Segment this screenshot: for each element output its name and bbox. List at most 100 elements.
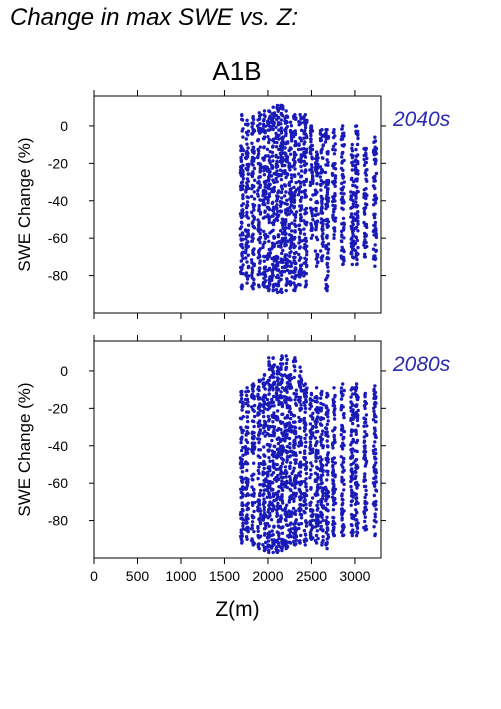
data-point bbox=[265, 205, 270, 209]
data-point bbox=[271, 420, 275, 424]
plot-frame bbox=[93, 95, 382, 314]
data-point bbox=[332, 128, 336, 132]
data-point bbox=[372, 406, 376, 410]
data-point bbox=[309, 168, 313, 172]
data-point bbox=[257, 186, 261, 190]
data-point bbox=[252, 446, 257, 450]
data-point bbox=[258, 170, 262, 174]
y-tick-label: -20 bbox=[48, 400, 68, 416]
data-point bbox=[331, 401, 336, 405]
data-point bbox=[372, 465, 376, 469]
data-point bbox=[297, 270, 301, 274]
data-point bbox=[362, 456, 366, 460]
data-point bbox=[363, 391, 367, 396]
data-point bbox=[325, 217, 330, 222]
data-point bbox=[258, 240, 262, 245]
data-point bbox=[349, 190, 353, 194]
data-point bbox=[263, 210, 267, 214]
data-point bbox=[285, 268, 290, 272]
data-point bbox=[279, 177, 284, 182]
y-tick-label: -60 bbox=[48, 475, 68, 491]
data-point bbox=[363, 515, 367, 519]
data-point bbox=[251, 478, 255, 482]
data-point bbox=[331, 503, 336, 507]
data-point bbox=[325, 502, 330, 506]
data-point bbox=[293, 113, 297, 117]
data-point bbox=[316, 162, 320, 166]
data-point bbox=[373, 135, 377, 139]
data-point bbox=[285, 460, 289, 464]
data-point bbox=[371, 481, 376, 485]
data-point bbox=[341, 262, 345, 267]
data-point bbox=[275, 365, 280, 369]
data-point bbox=[325, 526, 329, 530]
data-point bbox=[321, 494, 325, 498]
data-point bbox=[333, 180, 337, 184]
data-point bbox=[324, 433, 328, 437]
data-point bbox=[267, 524, 271, 528]
data-point bbox=[310, 171, 314, 175]
data-point bbox=[302, 232, 307, 236]
data-point bbox=[279, 229, 283, 233]
data-point bbox=[251, 220, 255, 224]
data-point bbox=[252, 529, 256, 534]
data-point bbox=[324, 506, 328, 510]
data-point bbox=[261, 395, 265, 399]
data-point bbox=[342, 180, 346, 184]
data-point bbox=[354, 432, 358, 436]
data-point bbox=[275, 290, 280, 295]
data-point bbox=[271, 369, 275, 373]
data-point bbox=[291, 420, 296, 424]
data-point bbox=[321, 416, 326, 421]
data-point bbox=[290, 239, 294, 243]
data-point bbox=[261, 514, 265, 518]
data-point bbox=[240, 495, 245, 499]
data-point bbox=[239, 535, 244, 539]
data-point bbox=[373, 440, 377, 444]
data-point bbox=[299, 465, 303, 469]
data-point bbox=[293, 398, 297, 402]
data-point bbox=[262, 259, 266, 263]
data-point bbox=[280, 196, 284, 200]
data-point bbox=[341, 175, 346, 179]
data-point bbox=[261, 193, 265, 198]
data-point bbox=[293, 426, 298, 430]
data-point bbox=[275, 203, 279, 207]
data-point bbox=[299, 369, 303, 374]
data-point bbox=[314, 221, 318, 226]
data-point bbox=[326, 187, 330, 191]
data-point bbox=[351, 198, 355, 203]
data-point bbox=[251, 248, 255, 253]
data-point bbox=[340, 493, 344, 498]
data-point bbox=[276, 116, 281, 120]
data-point bbox=[319, 510, 323, 514]
data-point bbox=[288, 530, 293, 534]
data-point bbox=[245, 537, 249, 541]
data-point bbox=[308, 150, 312, 155]
data-point bbox=[245, 429, 249, 434]
data-point bbox=[288, 487, 292, 491]
data-point bbox=[274, 288, 279, 292]
data-point bbox=[241, 428, 245, 433]
y-tick-label: -40 bbox=[48, 438, 68, 454]
data-point bbox=[340, 447, 345, 451]
data-point bbox=[270, 154, 275, 158]
data-point bbox=[281, 525, 285, 529]
data-point bbox=[303, 449, 307, 453]
data-point bbox=[371, 502, 376, 506]
data-point bbox=[373, 429, 377, 433]
data-point bbox=[297, 441, 301, 445]
data-point bbox=[354, 457, 359, 462]
data-point bbox=[299, 389, 304, 393]
data-point bbox=[241, 256, 245, 261]
data-point bbox=[353, 241, 358, 246]
data-point bbox=[302, 393, 307, 397]
data-point bbox=[256, 529, 260, 533]
data-point bbox=[349, 395, 353, 399]
data-point bbox=[250, 485, 254, 489]
data-point bbox=[274, 172, 279, 176]
data-point bbox=[302, 509, 306, 514]
data-point bbox=[283, 506, 288, 510]
data-point bbox=[340, 516, 344, 520]
data-point bbox=[267, 360, 271, 364]
